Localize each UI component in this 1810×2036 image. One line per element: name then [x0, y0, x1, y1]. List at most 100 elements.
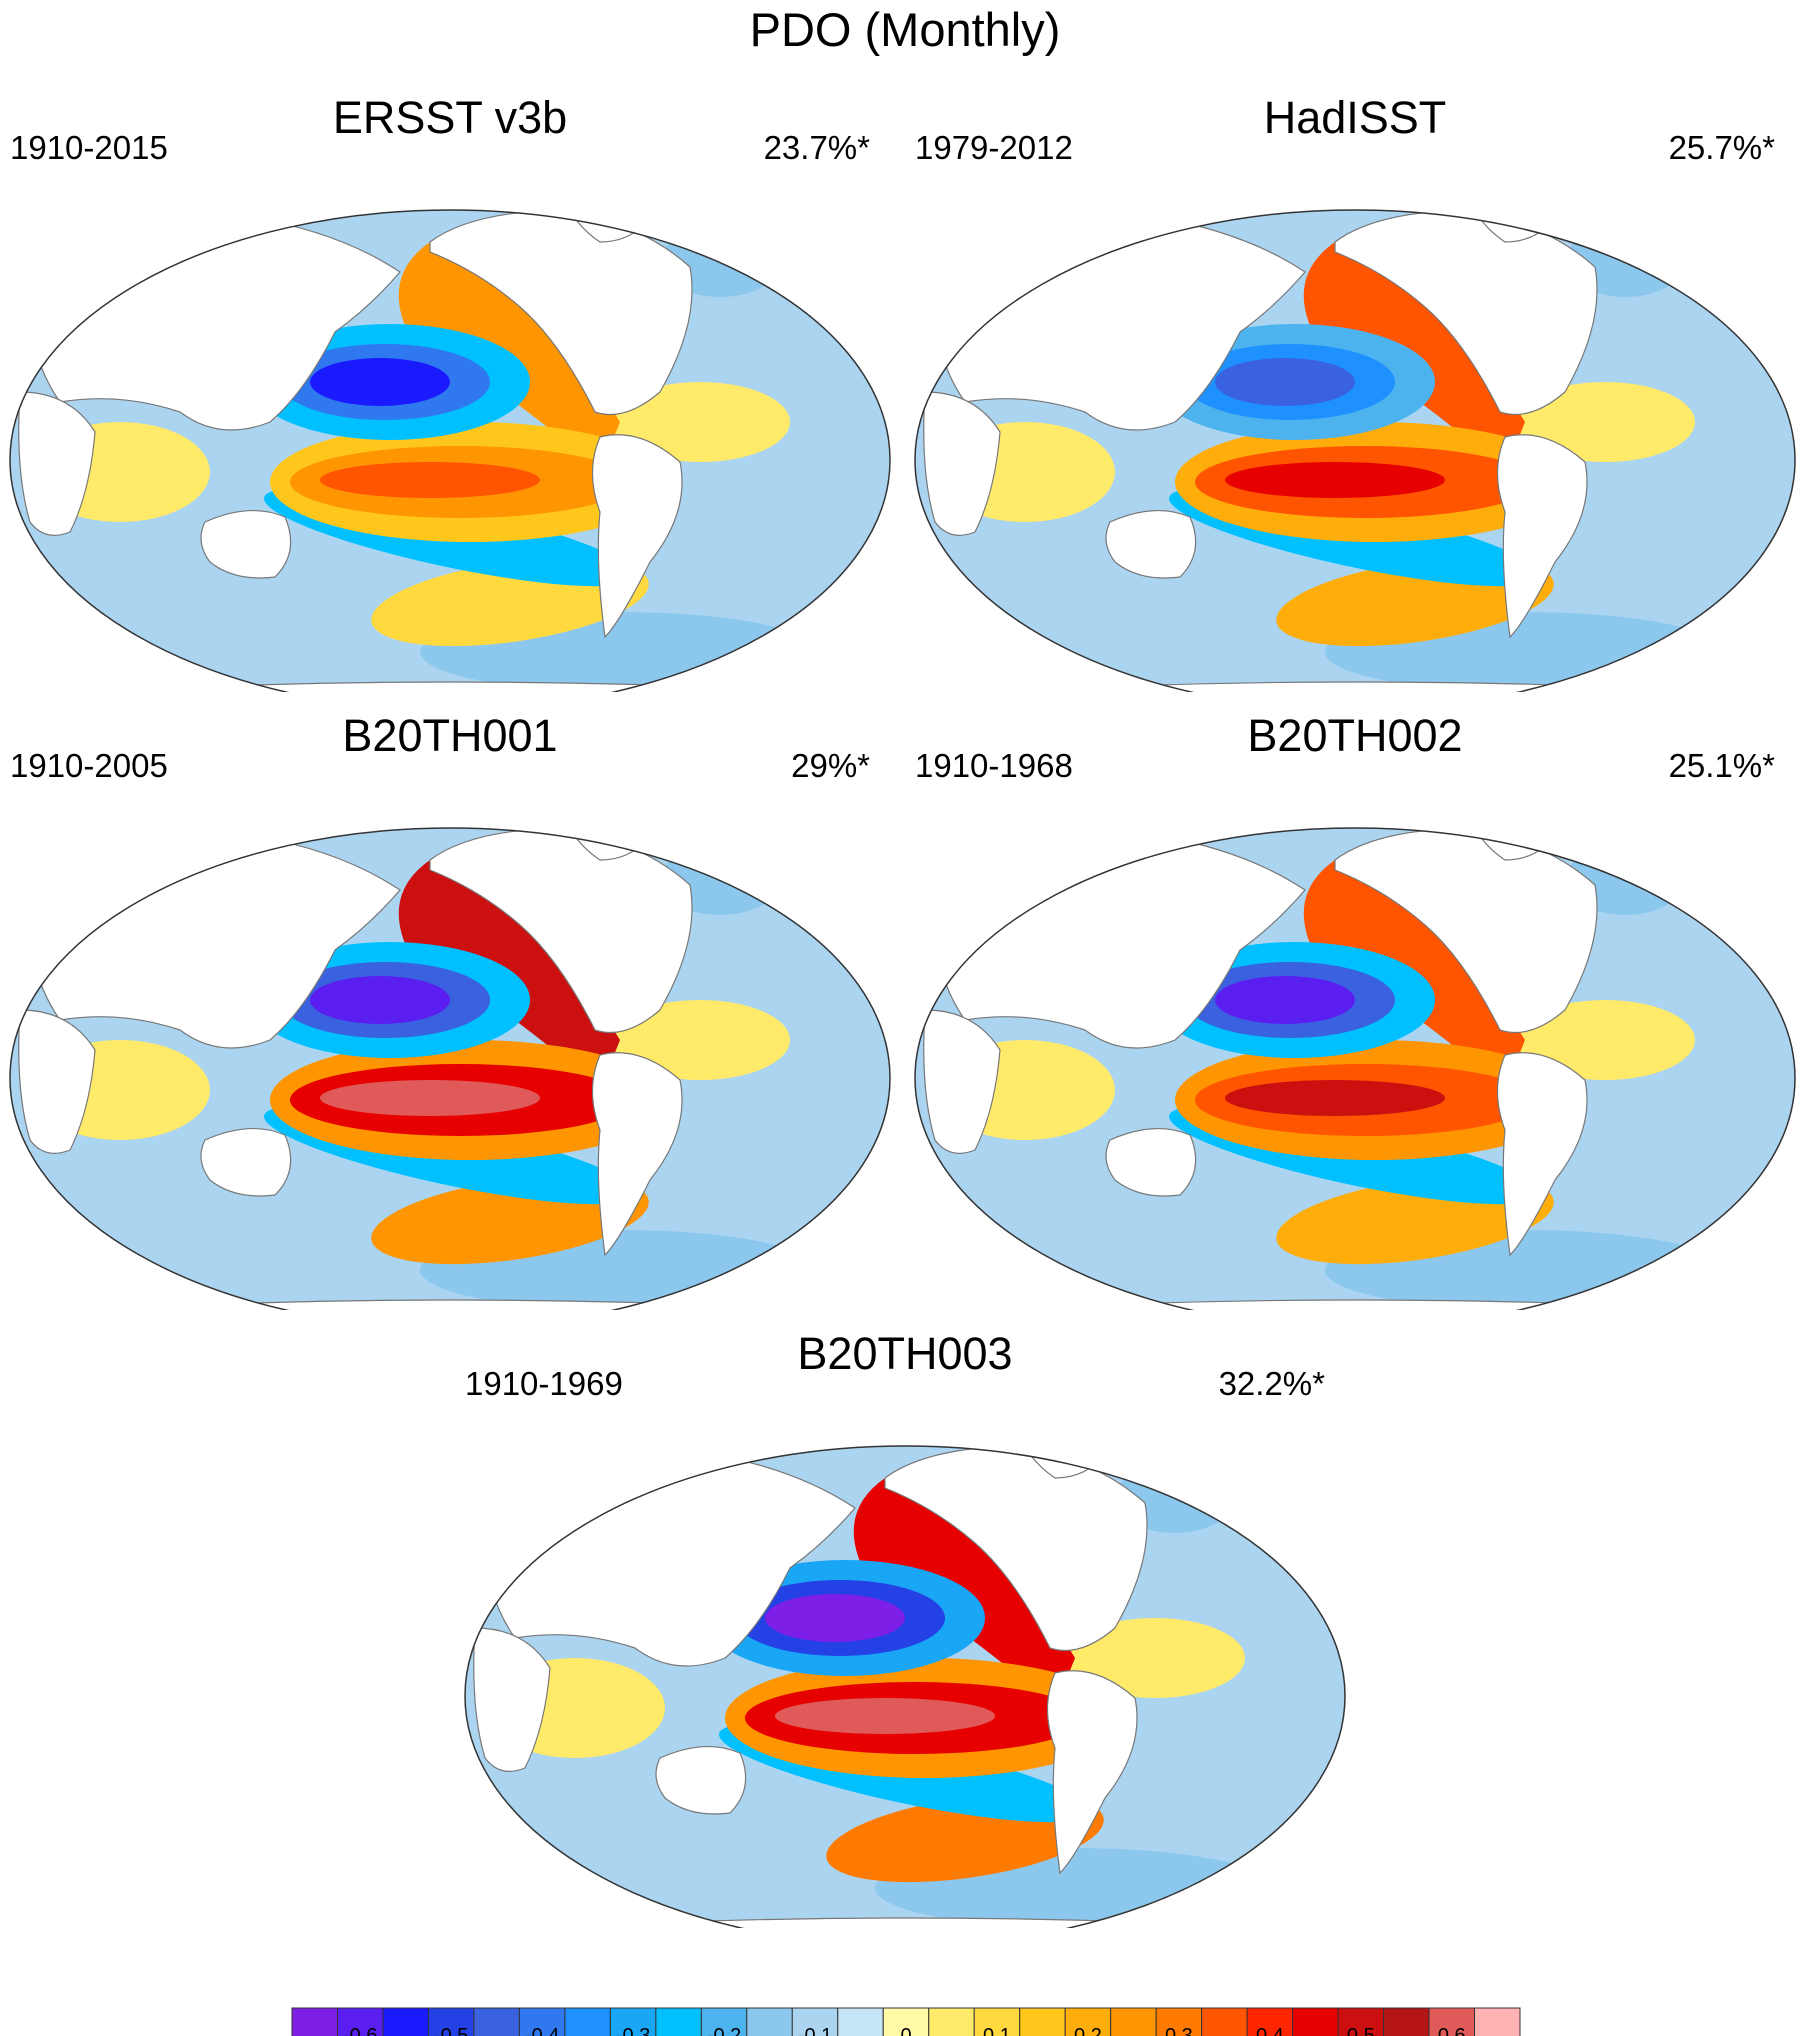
map-border: [914, 209, 1796, 692]
australia-land: [1105, 1128, 1197, 1197]
south-america-land: [591, 434, 683, 639]
panel-variance: 23.7%*: [763, 129, 870, 166]
colorbar-tick-label: -0.6: [343, 2025, 377, 2036]
africa-land: [923, 1009, 1001, 1154]
map-border: [464, 1445, 1346, 1928]
colorbar-box: [1474, 2007, 1521, 2036]
panel-title: B20TH002: [1247, 710, 1463, 761]
panel-period: 1910-2015: [10, 129, 168, 166]
colorbar-box: [791, 2007, 839, 2036]
map-svg: [464, 1445, 1346, 1928]
panel-period: 1910-2005: [10, 747, 168, 784]
colorbar-box: [1383, 2007, 1430, 2036]
colorbar-tick-label: 0.5: [1347, 2025, 1375, 2036]
colorbar-box: [291, 2007, 338, 2036]
australia-land: [655, 1746, 747, 1815]
colorbar-box: [1428, 2007, 1476, 2036]
colorbar-tick-label: -0.4: [525, 2025, 559, 2036]
africa-land: [923, 391, 1001, 536]
panel-variance: 29%*: [791, 747, 870, 784]
map-svg: [914, 827, 1796, 1310]
colorbar-box: [655, 2007, 702, 2036]
north-pacific-cold-core: [765, 1594, 905, 1642]
north-pacific-cold-core: [310, 976, 450, 1024]
tropical-warm-core: [320, 462, 540, 498]
panel-title: B20TH001: [342, 710, 558, 761]
panel-period: 1979-2012: [915, 129, 1073, 166]
atlantic-patch: [610, 382, 790, 462]
tropical-warm-core: [1225, 462, 1445, 498]
south-america-land: [1046, 1670, 1138, 1875]
africa-land: [473, 1627, 551, 1772]
map-border: [914, 827, 1796, 1310]
colorbar-tick-label: 0.1: [983, 2025, 1011, 2036]
south-america-land: [591, 1052, 683, 1257]
colorbar-box: [1201, 2007, 1248, 2036]
colorbar-box: [473, 2007, 520, 2036]
colorbar-tick-label: 0.2: [1074, 2025, 1102, 2036]
colorbar-box: [382, 2007, 429, 2036]
colorbar-box: [336, 2007, 384, 2036]
antarctica-land: [994, 681, 1726, 692]
colorbar-box: [1292, 2007, 1339, 2036]
colorbar-box: [564, 2007, 611, 2036]
panel-title: ERSST v3b: [332, 92, 568, 143]
figure-title: PDO (Monthly): [749, 3, 1061, 56]
colorbar-box: [973, 2007, 1021, 2036]
australia-land: [200, 1128, 292, 1197]
colorbar-tick-label: 0: [900, 2025, 911, 2036]
colorbar-box: [746, 2007, 793, 2036]
australia-land: [1105, 510, 1197, 579]
antarctica-land: [994, 1299, 1726, 1310]
colorbar-tick-label: 0.3: [1165, 2025, 1193, 2036]
map-border: [9, 209, 891, 692]
colorbar-box: [609, 2007, 657, 2036]
map-svg: [914, 209, 1796, 692]
map-panel-b20th001: B20TH001 1910-2005 29%*: [0, 710, 900, 1310]
colorbar-box: [1337, 2007, 1385, 2036]
map-panel-b20th003: B20TH003 1910-1969 32.2%*: [455, 1328, 1355, 1928]
colorbar-box: [518, 2007, 566, 2036]
north-pacific-cold-core: [1215, 358, 1355, 406]
colorbar-tick-label: 0.4: [1256, 2025, 1284, 2036]
panel-period: 1910-1969: [465, 1365, 623, 1402]
colorbar-box: [928, 2007, 975, 2036]
panel-variance: 25.7%*: [1668, 129, 1775, 166]
colorbar-box: [427, 2007, 475, 2036]
atlantic-patch: [1515, 382, 1695, 462]
atlantic-patch: [1065, 1618, 1245, 1698]
map-panel-ersst: ERSST v3b 1910-2015 23.7%*: [0, 92, 900, 692]
colorbar-box: [882, 2007, 930, 2036]
colorbar: -0.6 -0.5 -0.4 -0.3 -0.2 -0.1 0 0.1 0.2 0.3 0.4 0.5…: [291, 2007, 1521, 2036]
antarctica-land: [89, 681, 821, 692]
colorbar-box: [1246, 2007, 1294, 2036]
australia-land: [200, 510, 292, 579]
south-america-land: [1496, 1052, 1588, 1257]
colorbar-box: [837, 2007, 884, 2036]
panel-variance: 32.2%*: [1218, 1365, 1325, 1402]
colorbar-tick-label: -0.2: [707, 2025, 741, 2036]
colorbar-box: [1155, 2007, 1203, 2036]
map-panel-hadisst: HadISST 1979-2012 25.7%*: [905, 92, 1805, 692]
panel-variance: 25.1%*: [1668, 747, 1775, 784]
colorbar-tick-label: -0.1: [798, 2025, 832, 2036]
south-america-land: [1496, 434, 1588, 639]
tropical-warm-core: [775, 1698, 995, 1734]
panel-title: HadISST: [1263, 92, 1447, 143]
atlantic-patch: [1515, 1000, 1695, 1080]
panel-title: B20TH003: [797, 1328, 1013, 1379]
africa-land: [18, 1009, 96, 1154]
africa-land: [18, 391, 96, 536]
colorbar-tick-label: -0.3: [616, 2025, 650, 2036]
colorbar-box: [1019, 2007, 1066, 2036]
map-svg: [9, 827, 891, 1310]
panel-period: 1910-1968: [915, 747, 1073, 784]
colorbar-tick-label: -0.5: [434, 2025, 468, 2036]
antarctica-land: [89, 1299, 821, 1310]
atlantic-patch: [610, 1000, 790, 1080]
map-svg: [9, 209, 891, 692]
map-panel-b20th002: B20TH002 1910-1968 25.1%*: [905, 710, 1805, 1310]
map-border: [9, 827, 891, 1310]
colorbar-box: [1110, 2007, 1157, 2036]
north-pacific-cold-core: [1215, 976, 1355, 1024]
